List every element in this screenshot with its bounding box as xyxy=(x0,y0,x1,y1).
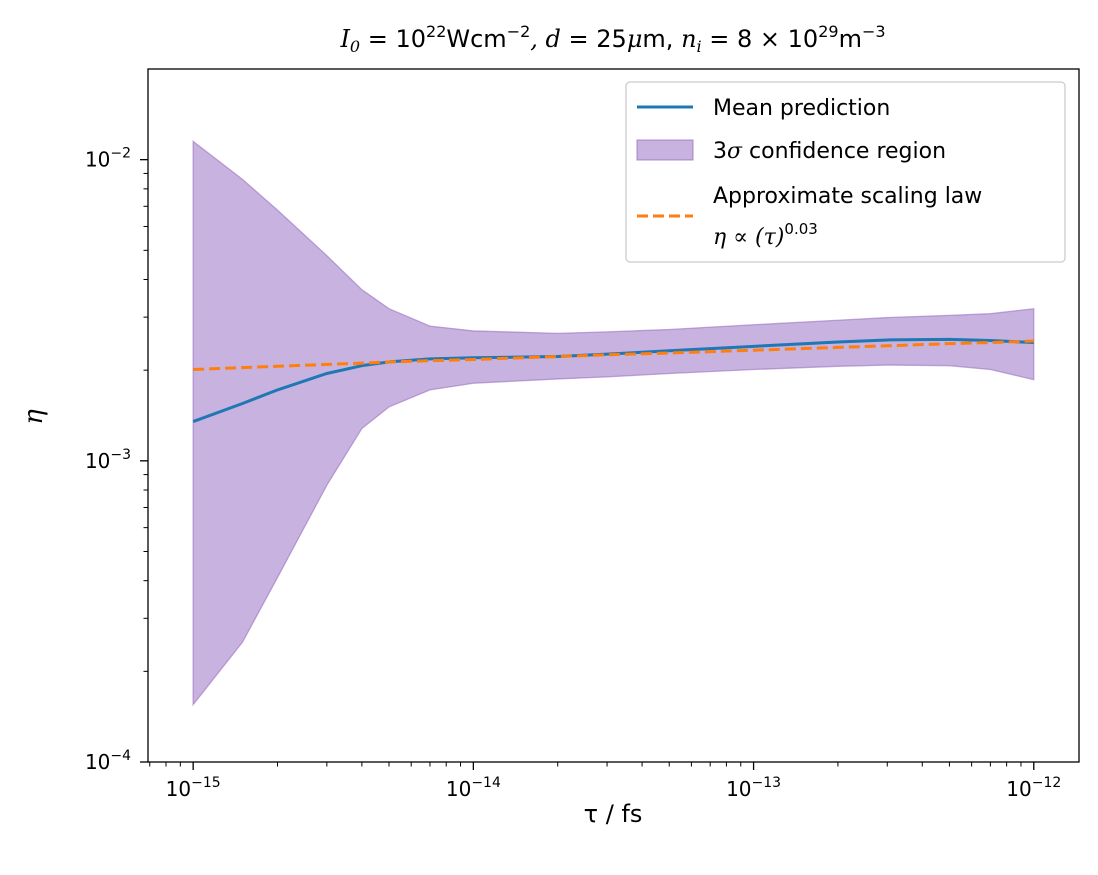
legend-mean-label: Mean prediction xyxy=(713,96,890,121)
legend-band-swatch xyxy=(637,140,693,160)
legend: Mean prediction 3σ confidence region App… xyxy=(626,82,1065,262)
legend-scaling-label-line1: Approximate scaling law xyxy=(713,184,982,209)
legend-band-label: 3σ confidence region xyxy=(713,139,946,164)
x-tick-label-0: 10−15 xyxy=(166,775,221,801)
x-tick-label-2: 10−13 xyxy=(726,775,781,801)
x-axis-label: τ / fs xyxy=(584,800,643,828)
y-tick-label-1: 10−3 xyxy=(85,447,131,473)
x-tick-label-1: 10−14 xyxy=(446,775,501,801)
chart-title: I0 = 1022Wcm−2, d = 25μm, ni = 8 × 1029m… xyxy=(339,22,885,56)
x-tick-label-3: 10−12 xyxy=(1006,775,1061,801)
chart-figure: I0 = 1022Wcm−2, d = 25μm, ni = 8 × 1029m… xyxy=(0,0,1098,875)
y-axis-label: η xyxy=(19,409,49,425)
y-tick-label-2: 10−2 xyxy=(85,146,131,172)
y-tick-label-0: 10−4 xyxy=(85,748,131,774)
